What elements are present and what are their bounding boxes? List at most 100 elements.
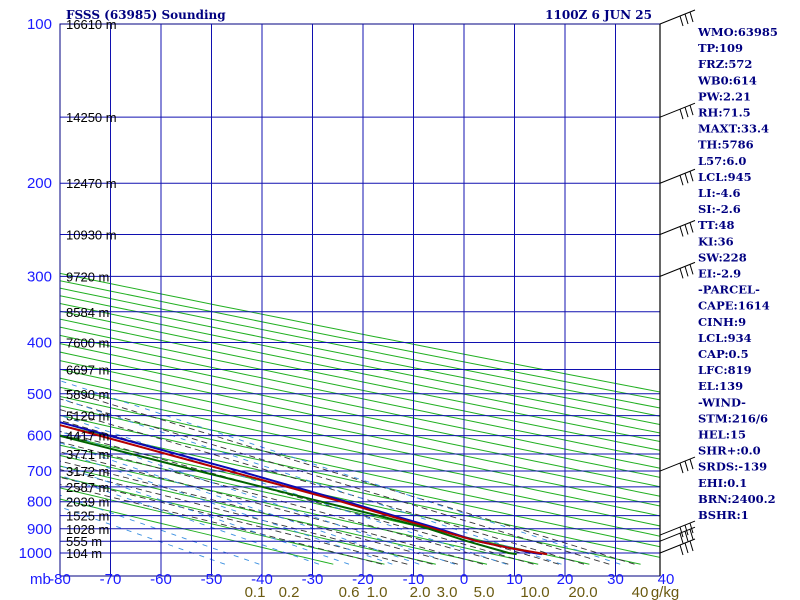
index-entry: EI:-2.9 [698, 267, 741, 281]
index-entry: TP:109 [698, 41, 743, 55]
wind-barb-feather [679, 109, 684, 120]
index-entry: LCL:945 [698, 170, 752, 184]
moist-adiabat [60, 441, 509, 565]
pressure-tick-label: 600 [27, 428, 52, 445]
wind-barb [659, 220, 696, 237]
height-label: 14250 m [66, 110, 117, 125]
wind-barb-feather [689, 458, 694, 470]
mixing-ratio-line [60, 414, 507, 565]
mixing-ratio-tick-label: 2.0 [410, 584, 431, 600]
temperature-tick-label: -20 [352, 571, 374, 588]
index-entry: STM:216/6 [698, 411, 768, 425]
moist-adiabat [60, 430, 534, 565]
index-entry: WMO:63985 [697, 25, 778, 39]
mixing-ratio-tick-label: 0.2 [279, 584, 300, 600]
pressure-tick-label: 200 [27, 175, 52, 192]
mixing-ratio-tick-label: 20.0 [568, 584, 597, 600]
moist-adiabat [60, 476, 408, 565]
valid-time: 1100Z 6 JUN 25 [545, 8, 652, 22]
dry-adiabat [60, 334, 660, 460]
mixing-ratio-line [60, 442, 420, 565]
mixing-ratio-lines [60, 380, 621, 565]
mixing-ratio-tick-label: 3.0 [437, 584, 458, 600]
wind-barb [659, 9, 696, 27]
wind-barb-feather [679, 462, 684, 474]
index-entry: TH:5786 [698, 138, 754, 152]
mixing-ratio-line [60, 380, 621, 565]
mixing-ratio-line [60, 465, 350, 565]
height-label: 2587 m [66, 480, 109, 495]
wind-barb-feather [679, 175, 684, 186]
dry-adiabat [60, 414, 660, 548]
wind-barb-shaft [659, 168, 696, 184]
index-entry: EHI:0.1 [698, 476, 747, 490]
height-label: 104 m [66, 546, 102, 561]
index-entry: FRZ:572 [698, 57, 752, 71]
index-entry: BSHR:1 [698, 508, 749, 522]
index-entry: SI:-2.6 [698, 202, 741, 216]
mixing-ratio-tick-label: 40 [632, 584, 649, 600]
dry-adiabat [60, 395, 660, 527]
index-entry: CAPE:1614 [698, 299, 770, 313]
height-label: 5120 m [66, 409, 109, 424]
temperature-tick-label: 10 [506, 571, 523, 588]
pressure-tick-label: 100 [27, 16, 52, 33]
height-label: 7600 m [66, 335, 109, 350]
pressure-axis-labels: 100 200 300 400 500 600 700 800 900 1000 [19, 16, 52, 562]
mixing-ratio-tick-label: 0.1 [245, 584, 266, 600]
height-label: 4417 m [66, 429, 109, 444]
height-label: 3771 m [66, 447, 109, 462]
temperature-tick-label: -70 [100, 571, 122, 588]
dry-adiabat [60, 487, 385, 565]
wind-barb-feather [684, 224, 689, 235]
index-entry: SHR+:0.0 [698, 444, 761, 458]
moist-adiabats [60, 388, 635, 565]
wind-barb-shaft [659, 261, 696, 277]
wind-barb-feather [689, 105, 694, 116]
pressure-tick-label: 700 [27, 463, 52, 480]
wind-barb-feather [684, 13, 689, 25]
index-entry: SW:228 [698, 250, 747, 264]
dry-adiabat [60, 351, 660, 478]
height-label: 1525 m [66, 509, 109, 524]
mixing-ratio-line [60, 474, 320, 565]
dry-adiabat [60, 310, 660, 434]
height-label: 6697 m [66, 363, 109, 378]
index-entry: -WIND- [698, 395, 746, 409]
mixing-ratio-axis-labels: 0.1 0.2 0.6 1.0 2.0 3.0 5.0 10.0 20.0 40 g/kg [245, 584, 680, 600]
index-entry: KI:36 [698, 234, 734, 248]
wind-barbs [659, 9, 696, 576]
wind-barb-feather [689, 171, 694, 182]
moist-adiabat [60, 398, 610, 565]
pressure-tick-label: 500 [27, 386, 52, 403]
dry-adiabat [60, 465, 488, 565]
height-labels: 16610 m 14250 m 12470 m 10930 m 9720 m 8584 m… [66, 17, 117, 561]
mixing-ratio-tick-label: 10.0 [520, 584, 549, 600]
index-entry: BRN:2400.2 [698, 492, 776, 506]
index-entry: CAP:0.5 [698, 347, 749, 361]
wind-barb-feather [684, 266, 689, 277]
index-entry: L57:6.0 [698, 154, 746, 168]
dry-adiabat [60, 454, 539, 565]
height-label: 16610 m [66, 17, 117, 32]
dry-adiabat [60, 360, 660, 488]
wind-barb-feather [689, 222, 694, 233]
index-entry: LCL:934 [698, 331, 752, 345]
wind-barb-feather [679, 226, 684, 237]
index-entry: CINH:9 [698, 315, 746, 329]
pressure-tick-label: 800 [27, 494, 52, 511]
dry-adiabat [60, 343, 660, 469]
wind-barb-shaft [659, 220, 696, 235]
mixing-ratio-tick-label: 5.0 [474, 584, 495, 600]
isobars-isotherms [59, 23, 661, 577]
index-entry: TT:48 [698, 218, 735, 232]
height-label: 2039 m [66, 495, 109, 510]
temperature-tick-label: 20 [557, 571, 574, 588]
sounding-traces [60, 421, 548, 556]
mixing-ratio-tick-label: 0.6 [339, 584, 360, 600]
chart-title: FSSS (63985) Sounding [66, 8, 226, 22]
index-entry: LFC:819 [698, 363, 752, 377]
index-entry: HEL:15 [698, 428, 746, 442]
dry-adiabat [60, 326, 660, 451]
